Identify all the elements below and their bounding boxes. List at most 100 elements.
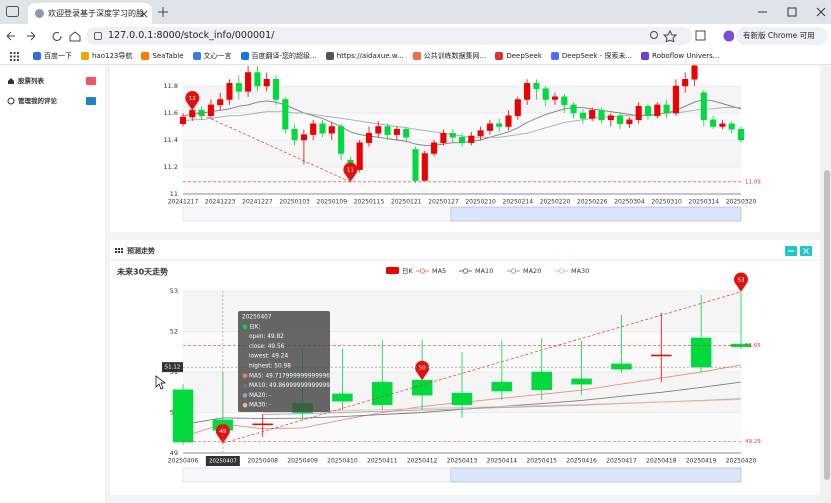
apps-icon[interactable] bbox=[10, 51, 19, 61]
candle-body bbox=[226, 83, 233, 100]
sidebar-item[interactable]: 管理我的评论 bbox=[18, 96, 58, 105]
mark-point bbox=[343, 162, 358, 182]
y-tick-label: 11.4 bbox=[164, 136, 178, 144]
tab-search[interactable] bbox=[6, 6, 20, 18]
mark-point-label: 50 bbox=[419, 366, 426, 372]
x-tick-label: 20250304 bbox=[614, 199, 645, 206]
address-row: 127.0.0.1:8000/stock_info/000001/ 有新版 Ch… bbox=[0, 24, 831, 48]
candle-body bbox=[700, 92, 707, 120]
tooltip bbox=[238, 311, 330, 412]
bookmark[interactable]: Roboflow Univers... bbox=[641, 52, 720, 60]
new-tab[interactable] bbox=[158, 7, 168, 17]
nav-buttons[interactable] bbox=[4, 30, 84, 42]
bookmark[interactable]: 百度一下 bbox=[33, 51, 72, 61]
x-tick-label: 20250220 bbox=[540, 199, 571, 206]
bookmark-label: SeaTable bbox=[152, 52, 184, 60]
bookmark-label: 百度一下 bbox=[44, 52, 72, 60]
bookmark[interactable]: 百度翻译-您的超级... bbox=[240, 51, 317, 61]
candle-body bbox=[496, 123, 503, 127]
x-tick-label: 20250408 bbox=[247, 458, 278, 465]
y-tick-label: 52 bbox=[170, 328, 178, 336]
candle-body bbox=[635, 106, 642, 120]
candle-body bbox=[531, 371, 552, 391]
toolbar-icons[interactable] bbox=[650, 30, 734, 42]
candle-body bbox=[179, 116, 187, 125]
candle-body bbox=[654, 104, 661, 116]
tooltip-dot bbox=[242, 383, 248, 388]
candle-body bbox=[300, 134, 307, 141]
bookmark-label: 百度翻译-您的超级... bbox=[251, 52, 317, 60]
mark-point bbox=[415, 360, 430, 381]
scrollbar-thumb[interactable] bbox=[824, 170, 830, 480]
bookmark[interactable]: SeaTable bbox=[141, 52, 184, 60]
legend-marker bbox=[510, 268, 517, 274]
bookmark[interactable]: hao123导航 bbox=[81, 51, 132, 61]
pointer-label: 51.12 bbox=[165, 365, 181, 371]
tab[interactable]: 欢迎登录基于深度学习的股票... bbox=[28, 3, 152, 39]
x-tick-label: 20250414 bbox=[487, 458, 518, 465]
zoom-window bbox=[450, 206, 742, 222]
candle-body bbox=[611, 363, 632, 370]
legend-label: MA20 bbox=[523, 267, 541, 275]
y-tick-label: 53 bbox=[170, 287, 178, 295]
tooltip-line: MA20: - bbox=[249, 393, 271, 399]
update-button[interactable]: 有新版 Chrome 可用 bbox=[736, 27, 828, 45]
x-tick-label: 20241227 bbox=[242, 199, 273, 206]
bookmark-icon bbox=[641, 52, 650, 60]
bookmark-icon bbox=[192, 52, 201, 60]
candle-body bbox=[245, 72, 252, 92]
bookmark[interactable]: DeepSeek - 探索未... bbox=[550, 51, 633, 61]
candle-body bbox=[682, 79, 689, 87]
candle-body bbox=[571, 378, 592, 385]
mark-point-label: 12 bbox=[189, 96, 196, 102]
candle-body bbox=[217, 99, 224, 106]
x-tick-label: 20250411 bbox=[367, 458, 398, 465]
mark-line-label: 51.65 bbox=[745, 343, 761, 349]
close-icon bbox=[803, 248, 809, 254]
url-text: 127.0.0.1:8000/stock_info/000001/ bbox=[108, 30, 275, 41]
bookmark[interactable]: DeepSeek bbox=[495, 52, 542, 60]
y-tick-label: 11.6 bbox=[164, 109, 178, 117]
tooltip-dot bbox=[242, 324, 248, 330]
candle-body bbox=[589, 110, 596, 119]
sidebar-item[interactable]: 股票列表 bbox=[18, 76, 45, 85]
tooltip-line: MA5: 49.717999999999996 bbox=[249, 373, 330, 379]
bookmark[interactable]: 文心一言 bbox=[192, 51, 232, 61]
mark-point bbox=[734, 272, 749, 292]
x-tick-label: 20250214 bbox=[503, 199, 534, 206]
candle-body bbox=[411, 379, 433, 396]
badge bbox=[86, 97, 96, 105]
legend-marker bbox=[558, 268, 565, 274]
candle-body bbox=[235, 83, 242, 92]
tab-close[interactable] bbox=[140, 10, 148, 18]
candle-body bbox=[440, 133, 447, 143]
bookmark-label: DeepSeek - 探索未... bbox=[561, 52, 633, 60]
y-tick-label: 49 bbox=[170, 449, 178, 457]
bookmarks-bar: 百度一下 hao123导航 SeaTable 文心一言 百度翻译-您的超级... http… bbox=[0, 48, 831, 65]
candle-body bbox=[282, 99, 289, 130]
url-bar[interactable]: 127.0.0.1:8000/stock_info/000001/ bbox=[86, 27, 692, 45]
candle-body bbox=[551, 96, 559, 100]
candle-body bbox=[737, 128, 745, 141]
sidebar bbox=[0, 64, 105, 503]
tooltip-line: MA30: - bbox=[249, 403, 271, 409]
legend-label: 日K bbox=[402, 267, 414, 275]
bookmark[interactable]: https://aidaxue.w... bbox=[325, 52, 404, 60]
candle-body bbox=[172, 389, 194, 443]
favicon bbox=[35, 9, 44, 18]
x-tick-label: 20250320 bbox=[726, 199, 757, 206]
candle-body bbox=[710, 119, 717, 127]
candle-body bbox=[691, 65, 698, 80]
candle-body bbox=[372, 381, 393, 406]
candle-body bbox=[561, 96, 568, 106]
mark-line-label: 11.09 bbox=[745, 179, 761, 185]
candle-body bbox=[607, 115, 614, 120]
candle-body bbox=[207, 104, 214, 116]
window-controls[interactable] bbox=[750, 5, 830, 19]
bookmark[interactable]: 公共训练数据集网... bbox=[412, 51, 486, 61]
x-tick-label: 20250418 bbox=[646, 458, 677, 465]
tooltip-dot bbox=[242, 402, 248, 408]
candle-body bbox=[356, 142, 363, 170]
pointer-label-box bbox=[162, 362, 183, 373]
candle-body bbox=[617, 115, 624, 125]
